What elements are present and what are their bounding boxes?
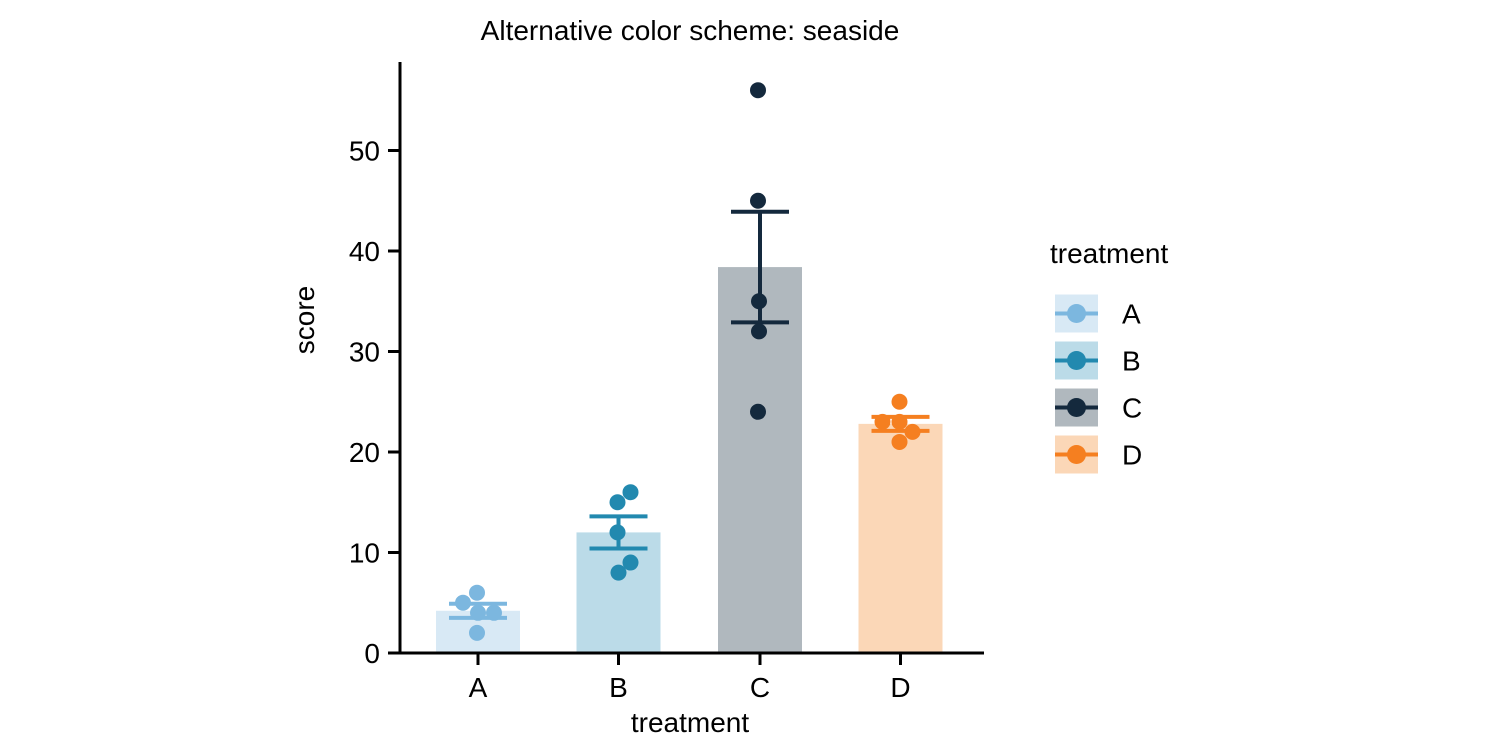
legend-label-A: A xyxy=(1122,298,1141,329)
x-tick-label-C: C xyxy=(750,672,770,703)
y-tick-label-20: 20 xyxy=(349,437,380,468)
bar-D xyxy=(858,423,943,653)
data-point-B xyxy=(609,494,626,511)
legend-key-dot-B xyxy=(1067,351,1086,370)
x-tick-label-D: D xyxy=(890,672,910,703)
data-point-D xyxy=(891,393,908,410)
legend-label-D: D xyxy=(1122,439,1142,470)
x-axis-title: treatment xyxy=(631,707,749,738)
bar-B xyxy=(576,532,661,653)
y-axis-title: score xyxy=(289,286,320,354)
legend-title: treatment xyxy=(1050,238,1168,269)
data-point-C xyxy=(750,192,766,209)
data-point-C xyxy=(751,293,767,310)
data-point-A xyxy=(486,604,502,621)
data-point-C xyxy=(751,323,767,340)
data-point-C xyxy=(750,403,766,420)
legend-key-dot-D xyxy=(1067,445,1086,464)
y-tick-label-10: 10 xyxy=(349,537,380,568)
legend-label-C: C xyxy=(1122,392,1142,423)
data-point-B xyxy=(622,554,639,571)
data-point-A xyxy=(469,624,485,641)
data-point-D xyxy=(891,433,908,450)
legend-key-dot-C xyxy=(1067,398,1086,417)
y-tick-label-0: 0 xyxy=(364,638,380,669)
data-point-A xyxy=(470,604,486,621)
data-point-B xyxy=(622,484,639,501)
data-point-C xyxy=(750,82,766,99)
plot-area: 0 10 20 30 40 50 A B C D xyxy=(349,62,984,703)
chart-title: Alternative color scheme: seaside xyxy=(481,15,900,46)
data-point-D xyxy=(904,423,921,440)
data-point-A xyxy=(455,594,471,611)
y-tick-label-40: 40 xyxy=(349,236,380,267)
y-tick-label-30: 30 xyxy=(349,336,380,367)
data-point-D xyxy=(874,413,891,430)
x-tick-label-B: B xyxy=(609,672,628,703)
y-tick-label-50: 50 xyxy=(349,135,380,166)
data-point-B xyxy=(610,564,627,581)
legend-key-dot-A xyxy=(1067,304,1086,323)
data-point-D xyxy=(891,413,908,430)
legend-label-B: B xyxy=(1122,345,1141,376)
data-point-A xyxy=(469,584,485,601)
x-tick-label-A: A xyxy=(469,672,488,703)
data-point-B xyxy=(609,524,626,541)
